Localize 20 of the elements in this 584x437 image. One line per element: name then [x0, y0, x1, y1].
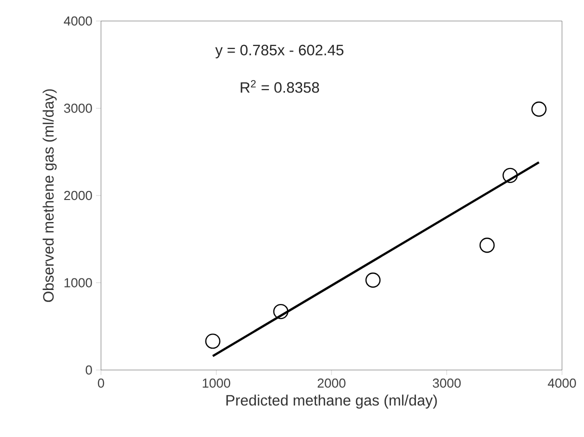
annotation: y = 0.785x - 602.45	[215, 44, 344, 58]
point	[205, 334, 220, 349]
y-tick-label: 2000	[64, 190, 92, 200]
point	[365, 272, 381, 288]
y-tick-label: 0	[86, 365, 92, 375]
point	[479, 238, 495, 253]
x-tick-label: 3000	[432, 378, 461, 388]
y-axis-title: Observed methene gas (ml/day)	[42, 89, 57, 302]
y-tick-label: 1000	[64, 278, 92, 288]
y-tick-label: 3000	[64, 104, 92, 113]
x-tick-label: 1000	[202, 378, 230, 388]
annotation: R$^{2}$ = 0.8358	[240, 80, 320, 93]
x-tick-label: 2000	[318, 378, 346, 388]
x-axis-title: Predicted methane gas (ml/day)	[226, 394, 437, 409]
y-tick-label: 4000	[64, 16, 92, 26]
point	[531, 102, 547, 117]
x-tick-label: 0	[98, 378, 104, 388]
x-tick-label: 4000	[548, 378, 576, 388]
point	[273, 304, 288, 320]
point	[502, 168, 518, 184]
